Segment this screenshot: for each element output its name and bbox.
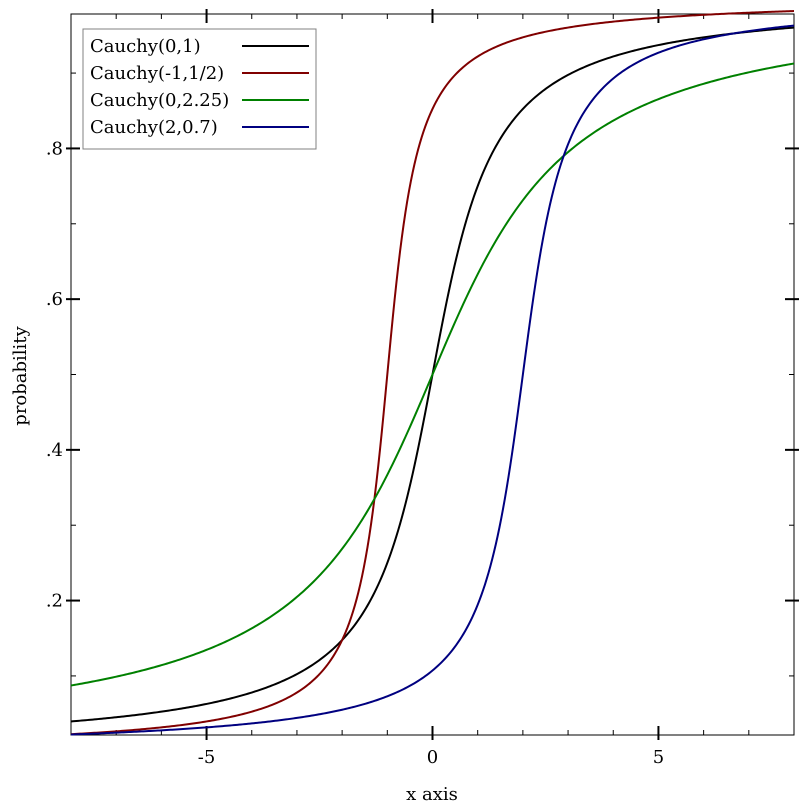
legend-entry-label: Cauchy(2,0.7)	[90, 117, 218, 138]
legend-box	[82, 28, 317, 150]
legend-entry-label: Cauchy(-1,1/2)	[90, 63, 224, 84]
y-tick-label: .8	[46, 138, 63, 159]
x-tick-label: 5	[653, 747, 664, 768]
x-tick-label: -5	[198, 747, 216, 768]
legend-entry-label: Cauchy(0,1)	[90, 36, 201, 57]
legend: Cauchy(0,1) Cauchy(-1,1/2) Cauchy(0,2.25) C…	[82, 28, 317, 150]
y-tick-label: .6	[46, 289, 63, 310]
y-tick-label: .2	[46, 591, 63, 612]
y-axis-label: probability	[10, 325, 31, 425]
legend-entry-label: Cauchy(0,2.25)	[90, 90, 229, 111]
x-tick-label: 0	[427, 747, 438, 768]
curves	[70, 10, 795, 736]
series-line-2	[70, 62, 795, 687]
y-tick-labels: .2 .4 .6 .8	[46, 138, 63, 611]
series-line-3	[70, 24, 795, 736]
x-tick-labels: -5 0 5	[198, 747, 664, 768]
series-line-1	[70, 10, 795, 736]
y-tick-label: .4	[46, 440, 63, 461]
x-axis-label: x axis	[406, 784, 458, 805]
major-ticks	[66, 9, 799, 740]
